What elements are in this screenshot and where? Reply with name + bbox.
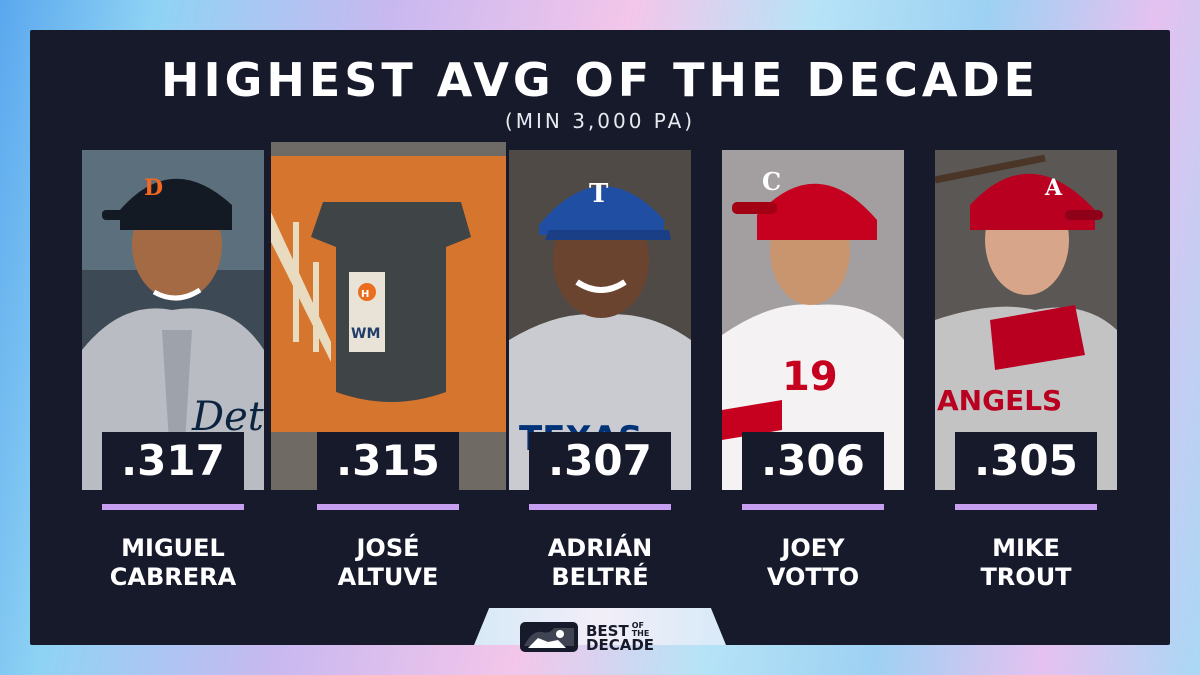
player-last-name: ALTUVE [337, 563, 439, 591]
player-last-name: TROUT [980, 563, 1072, 591]
player-first-name: MIKE [992, 534, 1060, 562]
player-name: MIKE TROUT [925, 534, 1127, 592]
player-avg: .307 [529, 432, 671, 490]
best-of-decade-logo: BEST OF THE DECADE [520, 616, 690, 658]
player-name: MIGUEL CABRERA [72, 534, 274, 592]
mlb-logo-icon [520, 622, 578, 652]
accent-underline [955, 504, 1097, 510]
cap-logo: T [589, 179, 609, 209]
player-card: A ANGELS .305 MIKE TROUT [935, 150, 1117, 591]
player-last-name: VOTTO [766, 563, 860, 591]
player-avg: .317 [102, 432, 244, 490]
player-first-name: ADRIÁN [547, 534, 653, 562]
player-card: Detroit D .317 MIGUEL CABRERA [82, 150, 264, 591]
logo-of: OF [631, 621, 644, 630]
player-name: JOSÉ ALTUVE [287, 534, 489, 592]
logo-the: THE [631, 629, 650, 638]
page-title: HIGHEST AVG OF THE DECADE [160, 53, 1040, 107]
player-card: C 19 .306 JOEY VOTTO [722, 150, 904, 591]
player-last-name: CABRERA [109, 563, 237, 591]
cap-logo: C [762, 167, 781, 196]
cap-logo: A [1044, 175, 1063, 201]
bin-sign: WM [351, 326, 380, 342]
logo-decade: DECADE [586, 636, 655, 654]
accent-underline [317, 504, 459, 510]
player-card: WM H .315 JOSÉ ALTUVE [271, 142, 506, 591]
jersey-number: 19 [782, 354, 838, 400]
player-name: JOEY VOTTO [712, 534, 914, 592]
page-subtitle: (MIN 3,000 PA) [504, 109, 696, 133]
player-avg: .315 [317, 432, 459, 490]
accent-underline [742, 504, 884, 510]
logo-tab [474, 608, 726, 645]
player-first-name: JOSÉ [356, 534, 420, 562]
player-avg: .305 [955, 432, 1097, 490]
player-last-name: BELTRÉ [551, 563, 649, 591]
jersey-script: ANGELS [937, 384, 1062, 417]
player-card: T TEXAS .307 ADRIÁN BELTRÉ [509, 150, 691, 591]
player-name: ADRIÁN BELTRÉ [499, 534, 701, 592]
logo-best: BEST [586, 622, 629, 640]
player-first-name: JOEY [781, 534, 845, 562]
accent-underline [102, 504, 244, 510]
team-logo-letter: H [361, 289, 369, 300]
cap-logo: D [144, 175, 163, 201]
logo-wordmark: BEST OF THE DECADE [586, 621, 655, 654]
player-avg: .306 [742, 432, 884, 490]
player-first-name: MIGUEL [121, 534, 225, 562]
accent-underline [529, 504, 671, 510]
